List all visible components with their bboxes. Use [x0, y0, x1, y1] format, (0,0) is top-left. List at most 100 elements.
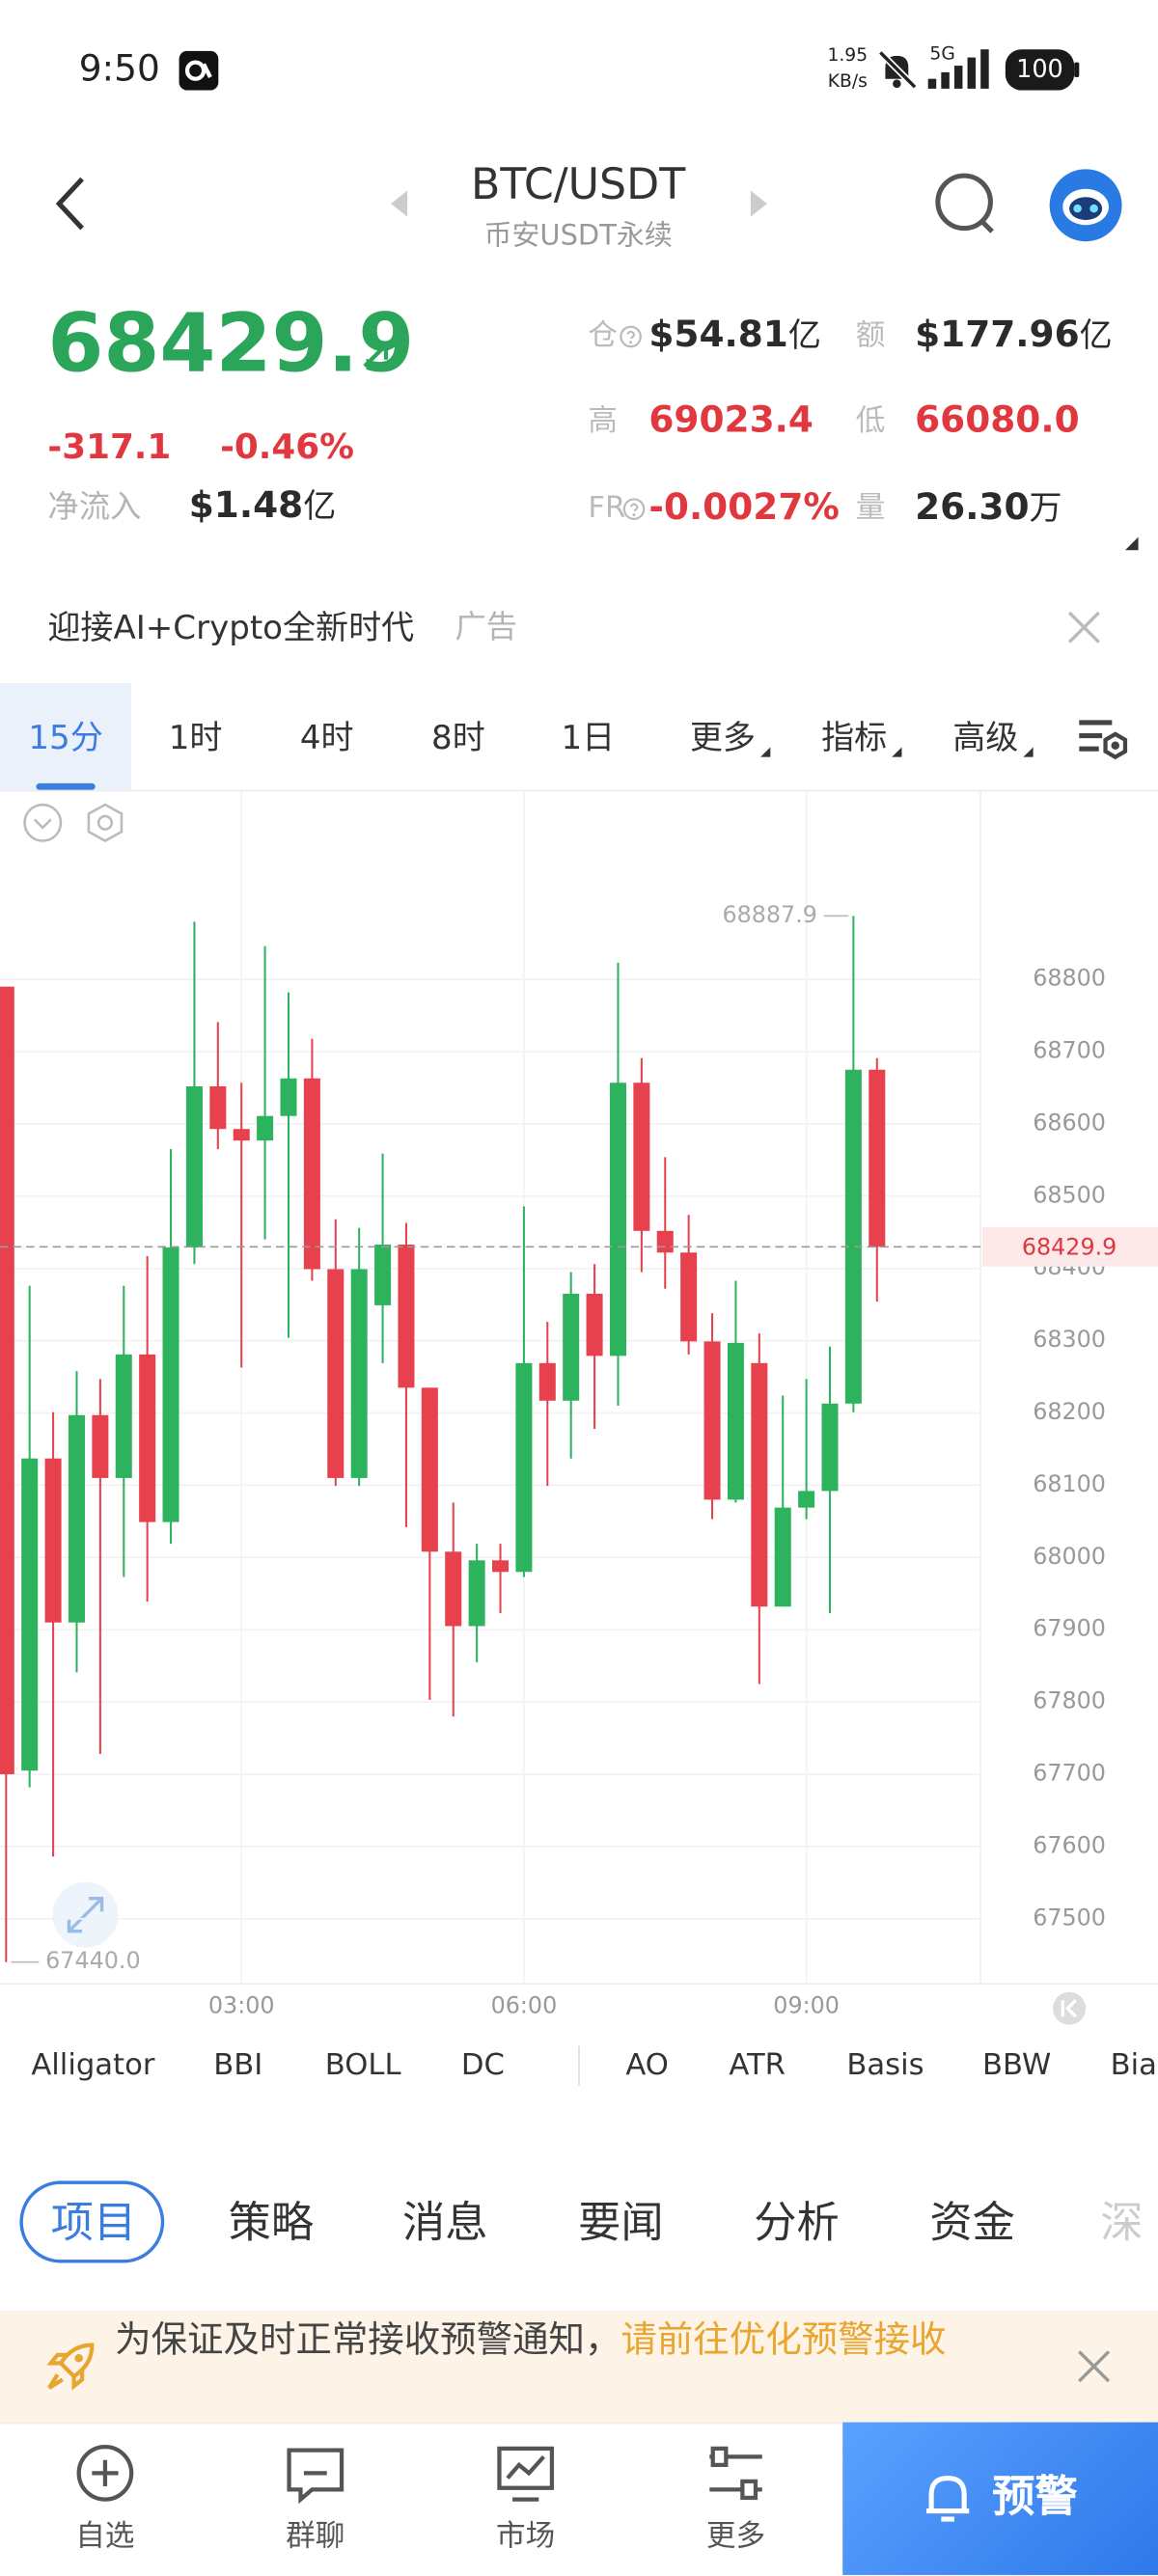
network-type: 5G — [929, 42, 955, 65]
stat-value: 66080.0 — [915, 403, 1080, 440]
y-tick-label: 68600 — [1033, 1109, 1106, 1136]
pair-title: BTC/USDT — [471, 160, 686, 210]
search-button[interactable] — [929, 169, 1002, 241]
avatar[interactable] — [1048, 168, 1123, 243]
nav-label[interactable]: 市场 — [496, 2519, 556, 2554]
notice-link[interactable]: 请前往优化预警接收 — [620, 2320, 947, 2362]
stat-number: -0.0027% — [648, 487, 840, 530]
nav-label[interactable]: 群聊 — [286, 2519, 345, 2554]
timeframe-tab[interactable]: 指标 — [821, 717, 888, 757]
ad-text[interactable]: 迎接AI+Crypto全新时代 — [47, 607, 415, 647]
expand-corner[interactable] — [1123, 535, 1140, 552]
notice-text: 为保证及时正常接收预警通知，请前往优化预警接收 — [115, 2316, 1002, 2367]
trend-arrow — [363, 343, 389, 369]
y-tick-label: 67900 — [1033, 1615, 1106, 1642]
section-tab[interactable]: 深 — [1100, 2199, 1144, 2249]
stat-number: $54.81 — [648, 315, 788, 357]
indicator-tab[interactable]: BOLL — [324, 2047, 401, 2083]
candle-body — [703, 1341, 721, 1500]
candle-body — [398, 1245, 415, 1388]
net-inflow-unit: 亿 — [303, 485, 337, 526]
price-change-pct: -0.46% — [220, 426, 354, 467]
stat-label: 额 — [855, 318, 886, 353]
indicator-tab[interactable]: BBI — [213, 2047, 263, 2083]
timeframe-tab[interactable]: 高级 — [952, 717, 1019, 757]
timeframe-tab[interactable]: 8时 — [431, 717, 485, 757]
nav-icon-market[interactable] — [497, 2446, 555, 2502]
timeframe-tab[interactable]: 4时 — [299, 717, 354, 757]
dropdown-mark — [892, 747, 902, 757]
ad-close[interactable] — [1066, 609, 1102, 644]
notice-close[interactable] — [1076, 2348, 1112, 2384]
notice-bar — [0, 2310, 1158, 2423]
prev-pair[interactable] — [388, 187, 411, 220]
alert-label[interactable]: 预警 — [992, 2473, 1078, 2523]
candle-body — [0, 986, 14, 1774]
max-marker-label: 68887.9 — [722, 901, 816, 928]
chart-settings[interactable] — [1076, 716, 1132, 762]
candle-body — [492, 1560, 510, 1573]
indicator-tab[interactable]: BBW — [981, 2047, 1052, 2083]
indicator-row: Alligator BBI BOLL DC AO ATR Basis BBW Bias — [0, 2037, 1158, 2096]
fullscreen-button[interactable] — [52, 1881, 119, 1948]
section-tab[interactable]: 资金 — [929, 2199, 1015, 2249]
candle-body — [868, 1069, 886, 1247]
timeframe-tab[interactable]: 更多 — [689, 717, 756, 757]
y-tick-label: 68300 — [1033, 1326, 1106, 1353]
y-tick-label: 67500 — [1033, 1904, 1106, 1931]
net-unit: KB/s — [827, 70, 868, 93]
x-tick-label: 09:00 — [773, 1992, 840, 2019]
y-tick-label: 68100 — [1033, 1470, 1106, 1497]
nav-icon-more[interactable] — [709, 2446, 762, 2501]
indicator-tab[interactable]: Bias — [1110, 2047, 1158, 2083]
stat-unit: 亿 — [1079, 315, 1113, 355]
nav-label[interactable]: 更多 — [705, 2519, 766, 2554]
alert-button[interactable] — [842, 2422, 1158, 2575]
battery-icon — [1005, 49, 1080, 91]
stat-label: 低 — [855, 403, 886, 439]
y-tick-label: 68700 — [1033, 1037, 1106, 1064]
indicator-tab[interactable]: DC — [460, 2047, 505, 2083]
back-button[interactable] — [49, 174, 92, 233]
net-inflow-amount: $1.48 — [188, 485, 304, 528]
chart-tools[interactable] — [23, 803, 124, 842]
candle-body — [656, 1230, 674, 1253]
section-tab[interactable]: 消息 — [402, 2199, 488, 2249]
indicator-tab[interactable]: Basis — [846, 2047, 924, 2083]
nav-icon-watchlist[interactable] — [76, 2445, 134, 2502]
timeframe-tab[interactable]: 1日 — [561, 717, 616, 757]
y-tick-label: 68000 — [1033, 1543, 1106, 1570]
section-tab[interactable]: 项目 — [50, 2199, 137, 2249]
stat-value: -0.0027% — [648, 487, 840, 530]
scroll-latest[interactable] — [1053, 1991, 1087, 2025]
timeframe-tab[interactable]: 1时 — [168, 717, 223, 757]
candle-body — [798, 1491, 815, 1508]
indicator-tab[interactable]: AO — [625, 2047, 669, 2083]
candle-body — [233, 1129, 250, 1141]
candle-body — [21, 1458, 39, 1771]
section-tab[interactable]: 分析 — [754, 2199, 840, 2249]
candle-body — [209, 1085, 227, 1130]
candle-body — [445, 1551, 462, 1627]
stat-unit: 亿 — [787, 315, 821, 355]
help-icon[interactable] — [620, 325, 643, 348]
candle-body — [92, 1414, 109, 1478]
last-price-label: 68429.9 — [1022, 1234, 1117, 1261]
min-marker-label: 67440.0 — [45, 1947, 140, 1974]
y-tick-label: 67800 — [1033, 1687, 1106, 1714]
nav-icon-chat[interactable] — [287, 2448, 345, 2505]
indicator-tab[interactable]: ATR — [729, 2047, 786, 2083]
help-icon[interactable] — [622, 498, 646, 521]
next-pair[interactable] — [747, 187, 770, 220]
timeframe-tab[interactable]: 15分 — [28, 717, 103, 757]
status-time: 9:50 — [78, 49, 160, 91]
stat-value: 69023.4 — [648, 403, 813, 440]
indicator-tab[interactable]: Alligator — [31, 2047, 155, 2083]
section-tab[interactable]: 策略 — [228, 2199, 315, 2249]
y-tick-label: 67700 — [1033, 1759, 1106, 1786]
section-tab[interactable]: 要闻 — [578, 2199, 664, 2249]
candle-body — [327, 1269, 345, 1478]
candle-body — [185, 1085, 203, 1248]
candle-body — [821, 1403, 839, 1492]
nav-label[interactable]: 自选 — [75, 2519, 135, 2554]
